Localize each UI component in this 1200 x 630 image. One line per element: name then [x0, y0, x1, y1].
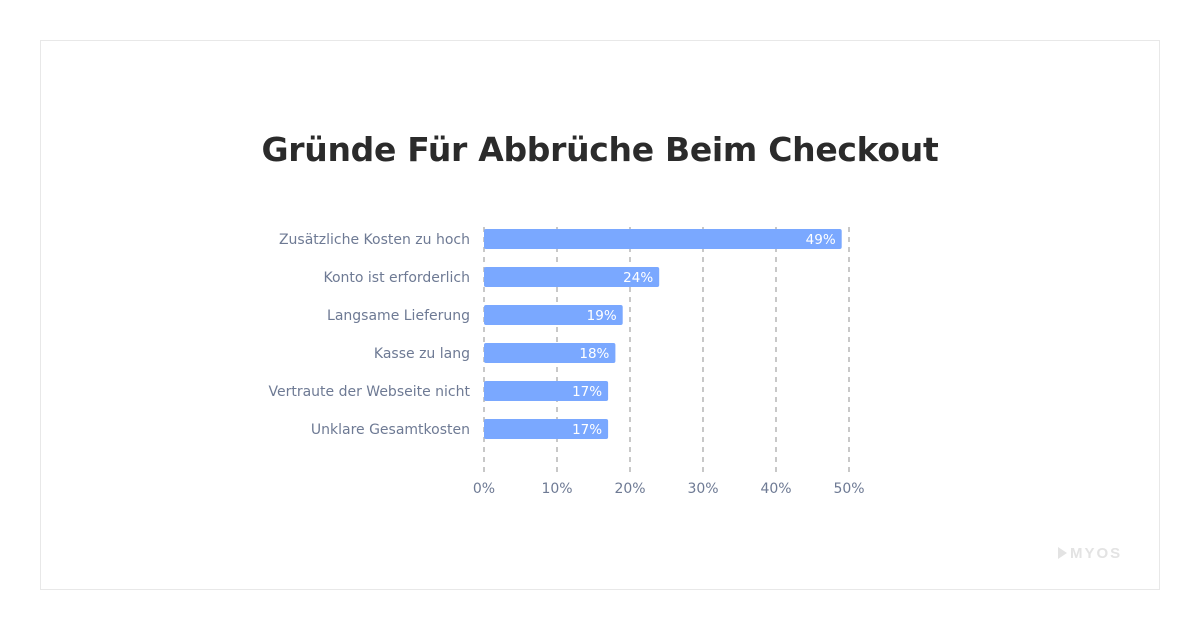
bar-value-label: 17%	[572, 384, 602, 400]
x-tick-label: 30%	[687, 481, 718, 497]
bar-value-label: 19%	[587, 308, 617, 324]
bar	[484, 343, 616, 363]
category-label: Unklare Gesamtkosten	[311, 422, 470, 438]
x-tick-label: 40%	[760, 481, 791, 497]
bar	[484, 381, 609, 401]
category-label: Kasse zu lang	[374, 346, 470, 362]
chart-title: Gründe Für Abbrüche Beim Checkout	[261, 130, 939, 169]
category-label: Konto ist erforderlich	[323, 270, 470, 286]
bar-value-label: 24%	[623, 270, 653, 286]
x-tick-label: 50%	[833, 481, 864, 497]
bar	[484, 267, 660, 287]
brand-watermark: MYOS	[1058, 545, 1122, 562]
brand-logo-icon	[1058, 547, 1067, 559]
brand-watermark-text: MYOS	[1070, 545, 1123, 562]
x-tick-labels: 0% 10% 20% 30% 40% 50%	[473, 481, 865, 497]
bar	[484, 305, 623, 325]
category-label: Langsame Lieferung	[327, 308, 470, 324]
bars: 49% 24% 19% 18% 17% 17%	[484, 229, 842, 439]
bar	[484, 229, 842, 249]
bar-value-label: 18%	[579, 346, 609, 362]
bar-value-label: 49%	[806, 232, 836, 248]
category-label: Zusätzliche Kosten zu hoch	[279, 232, 470, 248]
x-tick-label: 0%	[473, 481, 495, 497]
x-tick-label: 10%	[541, 481, 572, 497]
x-tick-label: 20%	[614, 481, 645, 497]
bar	[484, 419, 609, 439]
bar-value-label: 17%	[572, 422, 602, 438]
category-label: Vertraute der Webseite nicht	[268, 384, 470, 400]
category-labels: Zusätzliche Kosten zu hoch Konto ist erfo…	[268, 232, 470, 438]
